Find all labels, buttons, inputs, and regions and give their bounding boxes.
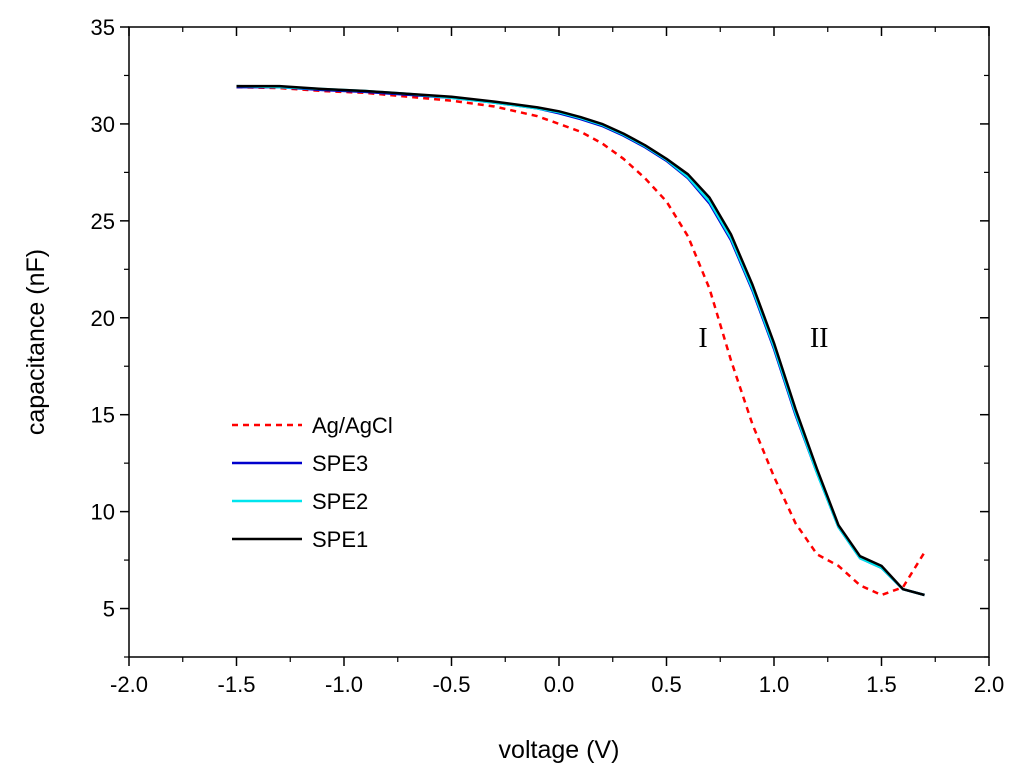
- x-tick-label: -0.5: [433, 672, 471, 697]
- x-tick-label: -2.0: [110, 672, 148, 697]
- x-tick-label: -1.5: [218, 672, 256, 697]
- legend-label: SPE2: [312, 489, 368, 514]
- x-tick-label: 0.0: [544, 672, 575, 697]
- series-line-ag-agcl: [236, 85, 926, 597]
- axis-ticks: -2.0 -1.5 -1.0 -0.5 0.0 0.5 1.0 1.5 2.0 5 10 15 20 25…: [91, 15, 1005, 697]
- y-tick-label: 15: [91, 403, 115, 428]
- x-tick-label: 1.5: [866, 672, 897, 697]
- y-tick-label: 20: [91, 306, 115, 331]
- y-axis-title: capacitance (nF): [22, 249, 50, 435]
- annotation-label: I: [698, 323, 707, 354]
- series-layer: [236, 84, 926, 597]
- x-tick-label: 0.5: [651, 672, 682, 697]
- y-tick-label: 35: [91, 15, 115, 40]
- annotations: I II: [698, 323, 828, 354]
- annotation-label: II: [810, 323, 829, 354]
- x-tick-label: -1.0: [325, 672, 363, 697]
- y-tick-label: 30: [91, 112, 115, 137]
- x-tick-label: 2.0: [974, 672, 1005, 697]
- x-axis-title: voltage (V): [499, 736, 620, 764]
- x-tick-label: 1.0: [759, 672, 790, 697]
- y-tick-label: 10: [91, 500, 115, 525]
- y-tick-label: 25: [91, 209, 115, 234]
- legend-label: Ag/AgCl: [312, 413, 393, 438]
- legend: Ag/AgCl SPE3 SPE2 SPE1: [232, 413, 393, 552]
- y-tick-label: 5: [103, 597, 115, 622]
- series-line-spe1: [236, 84, 925, 597]
- legend-label: SPE1: [312, 527, 368, 552]
- plot-frame: [128, 26, 990, 658]
- legend-label: SPE3: [312, 451, 368, 476]
